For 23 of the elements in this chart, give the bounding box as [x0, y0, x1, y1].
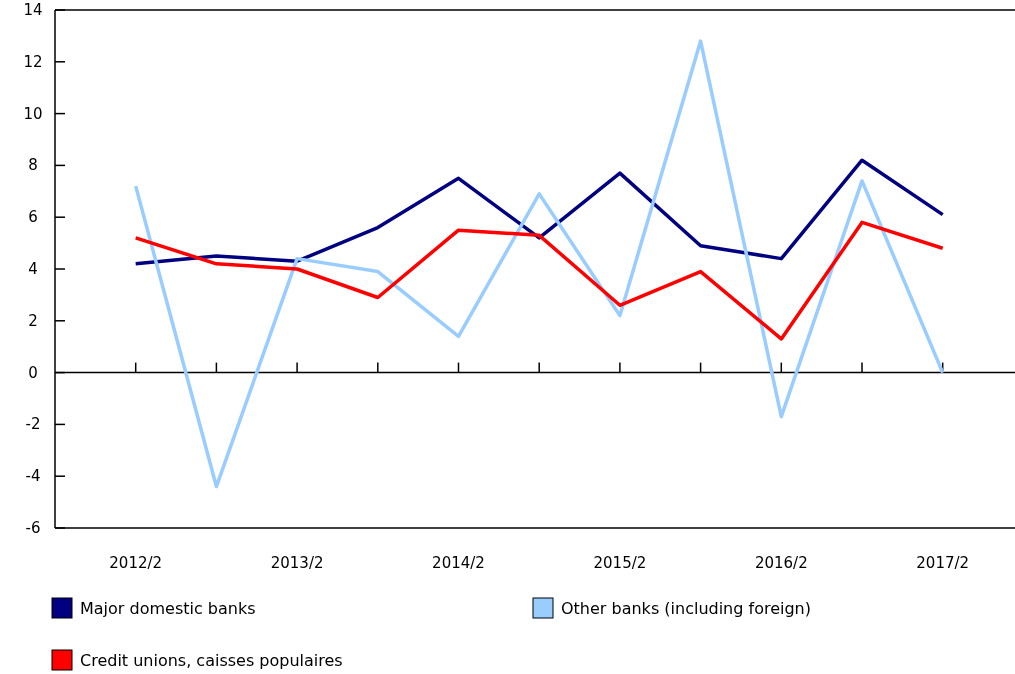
- y-tick-label: -6: [25, 519, 41, 537]
- y-tick-label: 10: [23, 104, 43, 123]
- legend-label: Major domestic banks: [80, 599, 256, 618]
- line-series: [133, 158, 945, 266]
- legend-label: Credit unions, caisses populaires: [80, 651, 343, 670]
- y-tick-label: 14: [23, 1, 43, 19]
- x-tick-label: 2012/2: [109, 554, 163, 572]
- y-tick-label: 4: [28, 260, 38, 278]
- y-tick-label: 2: [28, 311, 38, 330]
- x-tick-label: 2013/2: [270, 554, 324, 572]
- y-tick-label: -2: [25, 415, 41, 434]
- y-tick-label: -4: [25, 467, 41, 486]
- x-tick-label: 2016/2: [754, 554, 808, 572]
- line-series: [133, 39, 945, 489]
- x-tick-label: 2017/2: [916, 554, 970, 572]
- y-tick-label: 12: [23, 52, 43, 71]
- y-tick-label: 8: [28, 156, 38, 175]
- y-tick-label: 0: [28, 363, 38, 382]
- x-tick-label: 2014/2: [432, 554, 485, 572]
- line-series: [133, 220, 945, 341]
- y-tick-label: 6: [28, 208, 38, 227]
- legend-label: Other banks (including foreign): [561, 599, 811, 618]
- x-tick-label: 2015/2: [593, 554, 647, 572]
